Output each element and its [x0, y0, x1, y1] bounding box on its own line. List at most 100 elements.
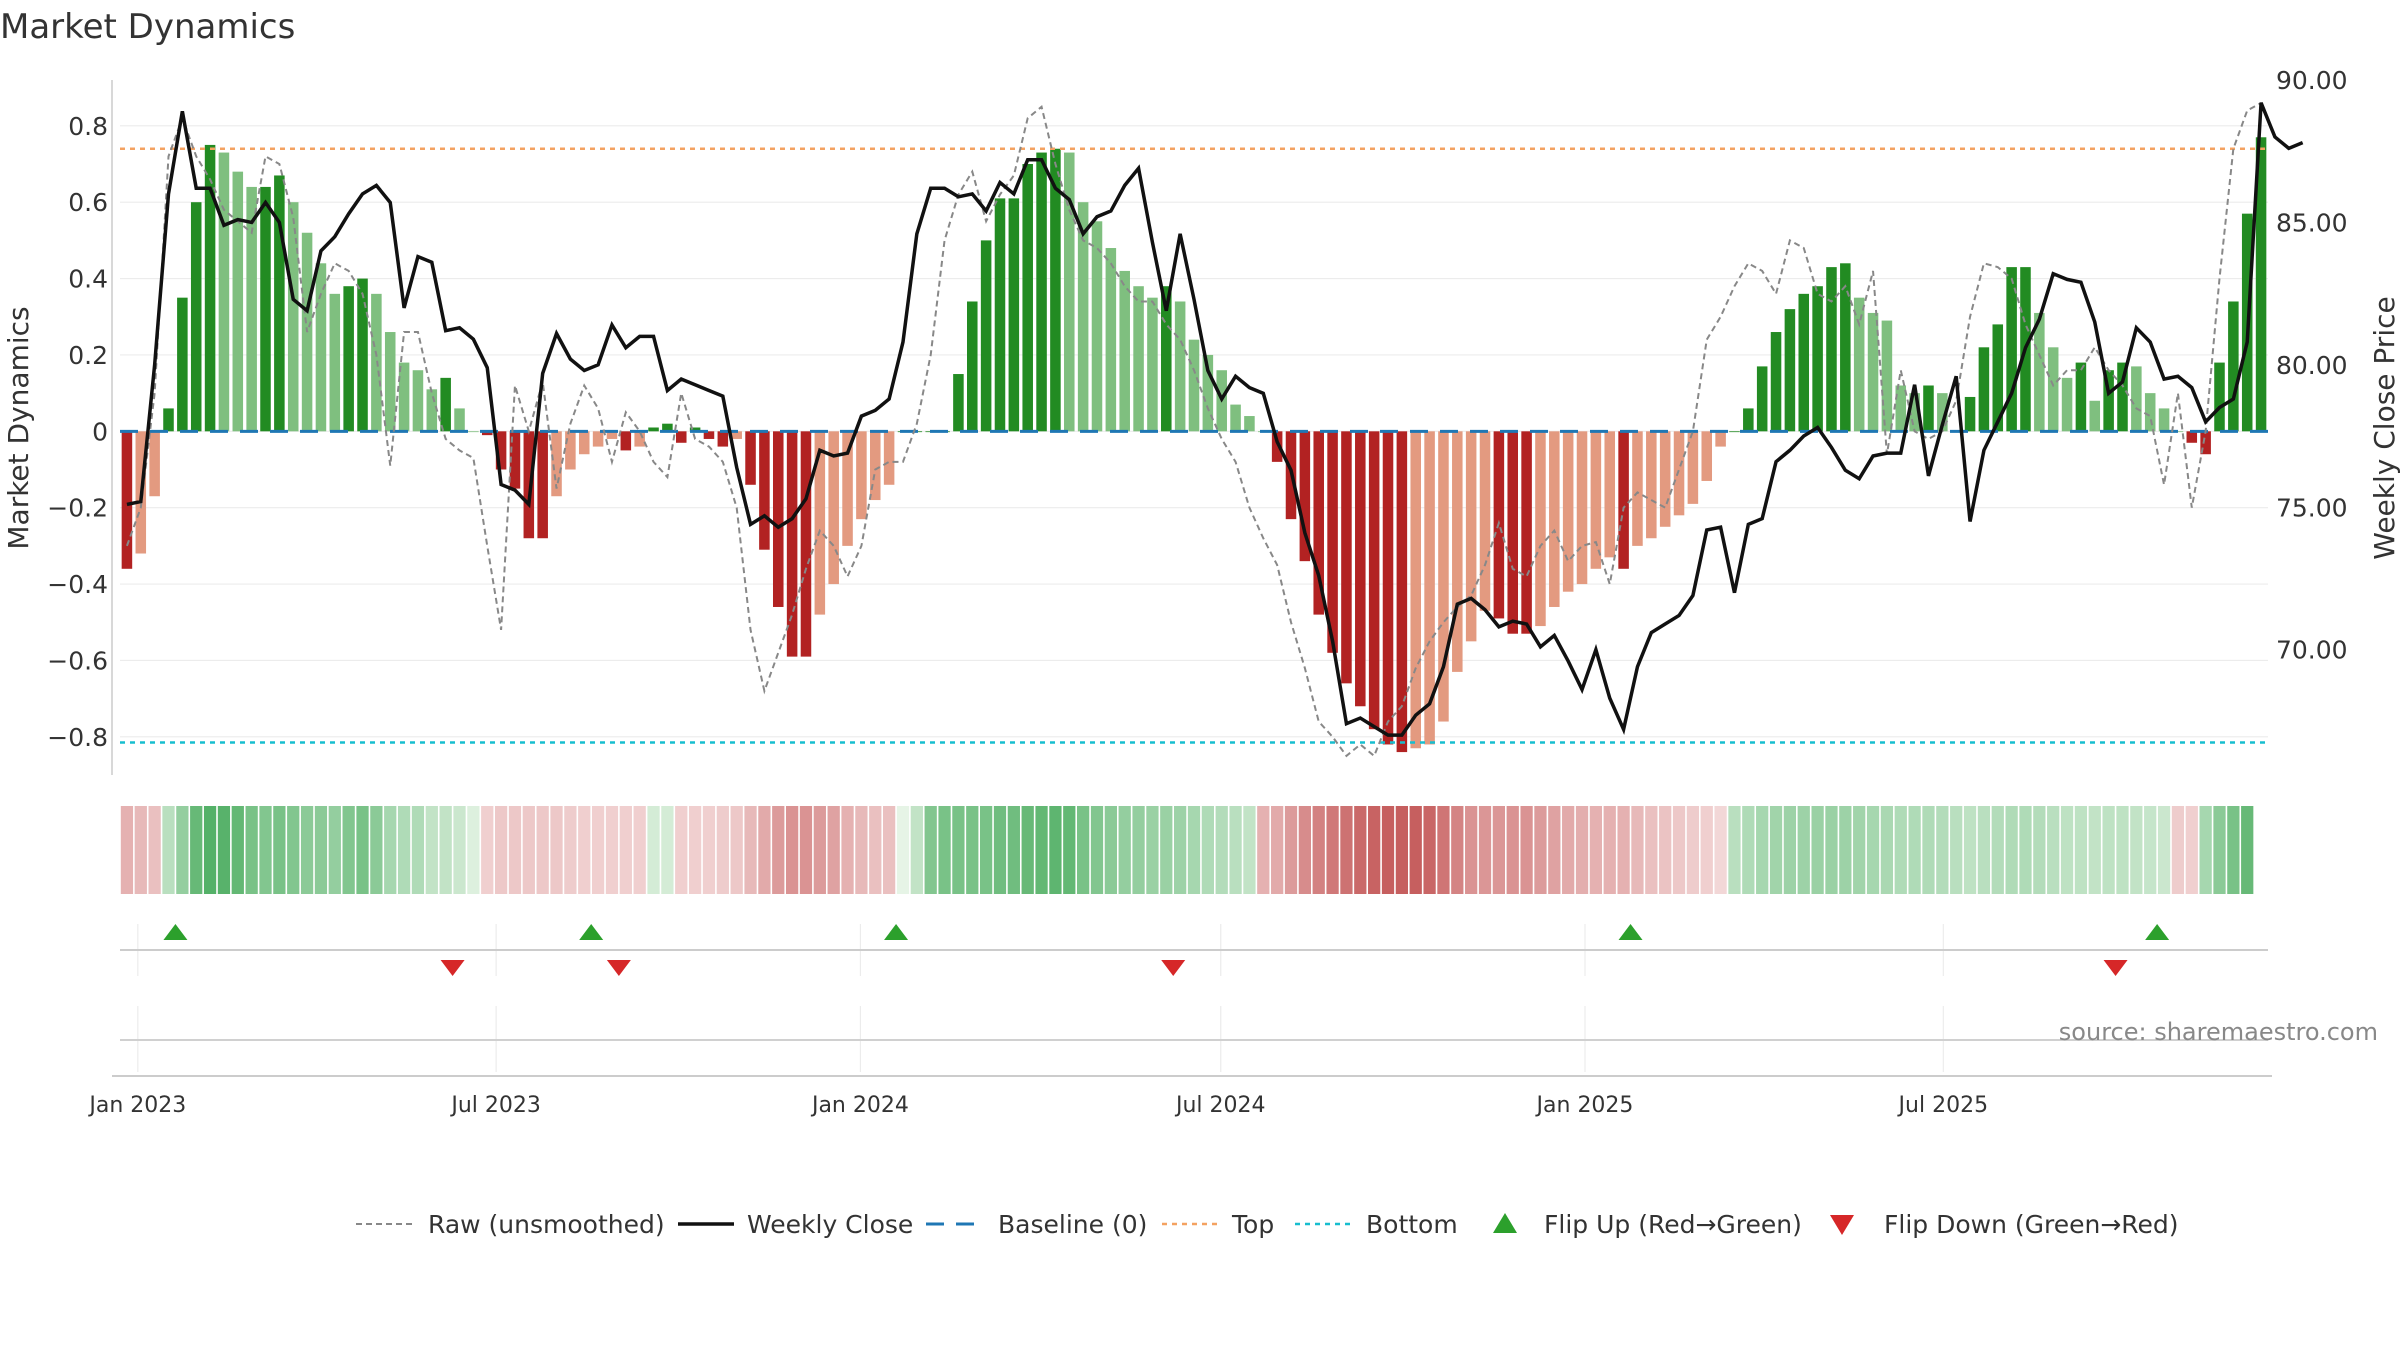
dynamics-bar	[1410, 431, 1421, 749]
dynamics-bar	[717, 431, 729, 447]
heat-strip-cell	[300, 806, 314, 894]
heat-strip-cell	[633, 806, 646, 894]
dynamics-bar	[772, 431, 784, 607]
heat-strip-cell	[148, 806, 161, 894]
dynamics-bar	[2228, 301, 2239, 432]
y-left-tick-label: −0.8	[47, 723, 108, 752]
heat-strip-cell	[411, 806, 425, 894]
heat-strip-cell	[1548, 806, 1561, 894]
heat-strip-cell	[647, 806, 660, 894]
dynamics-bar	[287, 202, 299, 432]
dynamics-bar	[731, 431, 742, 439]
dynamics-bar	[578, 431, 590, 455]
heat-strip-cell	[1409, 806, 1422, 894]
heat-strip-cell	[1201, 806, 1214, 894]
dynamics-bar	[592, 431, 604, 447]
heat-strip-cell	[1589, 806, 1603, 894]
heat-strip-cell	[1340, 806, 1353, 894]
dynamics-bar	[800, 431, 812, 657]
dynamics-bar	[842, 431, 853, 546]
dynamics-bar	[967, 301, 978, 432]
heat-strip-cell	[2060, 806, 2074, 894]
x-tick-label: Jul 2023	[449, 1093, 541, 1118]
dynamics-bar	[2131, 366, 2142, 432]
heat-strip-cell	[896, 806, 910, 894]
heat-strip-cell	[1756, 806, 1769, 894]
heat-strip-cell	[980, 806, 993, 894]
dynamics-bar	[2103, 370, 2114, 432]
flip-down-marker	[1161, 960, 1186, 976]
heat-strip-cell	[869, 806, 882, 894]
dynamics-bar	[1784, 309, 1796, 432]
dynamics-bar	[454, 408, 465, 432]
dynamics-bar	[814, 431, 826, 615]
dynamics-bar	[1687, 431, 1699, 504]
dynamics-bar	[1826, 267, 1837, 432]
dynamics-bar	[1756, 366, 1768, 432]
dynamics-bar	[1562, 431, 1574, 592]
heat-strip-cell	[1215, 806, 1228, 894]
heat-strip-cell	[494, 806, 508, 894]
dynamics-bar	[1008, 198, 1020, 432]
x-tick-label: Jan 2023	[87, 1093, 186, 1118]
heat-strip-cell	[1575, 806, 1589, 894]
dynamics-bar	[2144, 393, 2156, 432]
dynamics-bar	[1673, 431, 1685, 516]
flip-up-marker	[1618, 924, 1643, 940]
dynamics-bar	[1895, 385, 1907, 432]
dynamics-bar	[1382, 431, 1394, 745]
heat-strip-cell	[2102, 806, 2115, 894]
dynamics-bar	[1659, 431, 1671, 527]
dynamics-bar	[1604, 431, 1616, 558]
dynamics-bar	[343, 286, 354, 432]
y-left-tick-label: −0.4	[47, 570, 108, 599]
flip-markers	[163, 924, 2170, 976]
heat-strip-cell	[1284, 806, 1298, 894]
y-right-axis-label: Weekly Close Price	[2368, 296, 2400, 559]
legend: Raw (unsmoothed) Weekly Close Baseline (…	[356, 1210, 2179, 1239]
heat-strip-cell	[467, 806, 480, 894]
heat-strip-cell	[1118, 806, 1131, 894]
dynamics-bar	[620, 431, 632, 451]
heat-strip-cell	[1991, 806, 2004, 894]
dynamics-bar	[232, 171, 244, 432]
y-left-tick-labels: 0.8 0.6 0.4 0.2 0 −0.2 −0.4 −0.6 −0.8	[47, 112, 108, 752]
heat-strip-cell	[397, 806, 411, 894]
heat-strip-cell	[2047, 806, 2060, 894]
dynamics-bar	[1479, 431, 1491, 611]
dynamics-bar	[953, 374, 964, 432]
dynamics-bar	[1396, 431, 1408, 753]
heat-strip-cell	[938, 806, 951, 894]
heat-strip-cell	[785, 806, 799, 894]
main-panel: 0.8 0.6 0.4 0.2 0 −0.2 −0.4 −0.6 −0.8 90.00 85.00…	[2, 66, 2400, 775]
dynamics-bar	[1147, 297, 1158, 432]
dynamics-bar	[2117, 362, 2128, 432]
heat-strip-cell	[1021, 806, 1034, 894]
heat-strip-cell	[1728, 806, 1741, 894]
heat-strip-cell	[1478, 806, 1492, 894]
heat-strip-cell	[1520, 806, 1533, 894]
dynamics-bar	[703, 431, 715, 439]
heat-strip-cell	[176, 806, 189, 894]
legend-baseline-label: Baseline (0)	[998, 1210, 1147, 1239]
heat-strip-cell	[1894, 806, 1907, 894]
heat-strip-cell	[688, 806, 702, 894]
dynamics-bar	[1368, 431, 1380, 730]
dynamics-bar	[675, 431, 687, 443]
heat-strip-cell	[1298, 806, 1311, 894]
heat-strip-cell	[1354, 806, 1367, 894]
dynamics-bar	[1313, 431, 1324, 615]
dynamics-bar	[565, 431, 576, 470]
heat-strip-cell	[2185, 806, 2198, 894]
heat-strip-cell	[384, 806, 397, 894]
heat-strip-cell	[2088, 806, 2101, 894]
heat-strip-cell	[231, 806, 244, 894]
heat-strip-cell	[2144, 806, 2157, 894]
dynamics-bar	[412, 370, 424, 432]
heat-strip-cell	[522, 806, 535, 894]
dynamics-bar	[1715, 431, 1726, 447]
heat-strip-cell	[259, 806, 272, 894]
dynamics-bar	[2075, 362, 2087, 432]
heat-strip-cell	[1049, 806, 1062, 894]
heat-strip-cell	[799, 806, 813, 894]
